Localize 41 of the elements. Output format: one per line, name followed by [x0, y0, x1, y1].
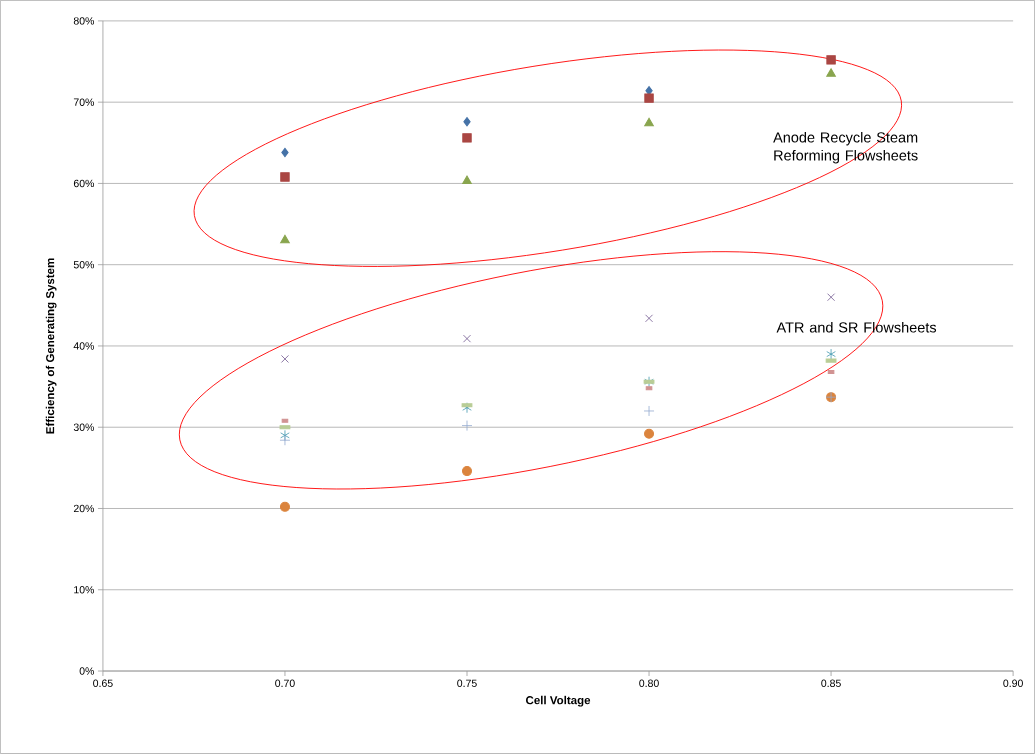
x-tick-label: 0.70 [275, 679, 295, 688]
point [826, 68, 836, 77]
x-tick-label: 0.90 [1003, 679, 1023, 688]
point [280, 429, 290, 441]
x-tick-label: 0.85 [821, 679, 841, 688]
annotation: ATR and SR Flowsheets [776, 321, 937, 333]
point [280, 234, 290, 244]
point [827, 293, 836, 302]
y-tick-label: 50% [73, 261, 95, 269]
point [644, 428, 655, 439]
y-axis-title: Efficiency of Generating System [45, 258, 57, 434]
y-tick-label: 70% [73, 98, 95, 106]
point [280, 172, 290, 182]
point [826, 348, 836, 360]
x-tick-label: 0.65 [93, 679, 113, 688]
x-axis-title: Cell Voltage [526, 695, 591, 707]
point [826, 55, 836, 65]
y-tick-label: 60% [73, 179, 95, 188]
point [462, 466, 472, 477]
y-tick-label: 80% [73, 17, 95, 25]
point [279, 501, 290, 512]
x-tick-label: 0.75 [457, 679, 477, 688]
point [645, 314, 653, 323]
point [463, 334, 471, 343]
point [643, 405, 655, 417]
y-tick-label: 30% [73, 423, 95, 431]
point [279, 434, 291, 446]
point [461, 420, 473, 432]
point [462, 175, 472, 185]
point [281, 147, 289, 158]
point [462, 133, 472, 143]
y-tick-label: 20% [73, 504, 95, 513]
point [644, 117, 654, 127]
y-tick-label: 10% [74, 586, 95, 594]
point [463, 117, 471, 127]
y-tick-label: 40% [73, 342, 95, 350]
point [644, 93, 654, 103]
point [281, 355, 289, 363]
point [827, 369, 835, 375]
x-tick-label: 0.80 [639, 679, 659, 688]
y-tick-label: 0% [79, 667, 95, 675]
